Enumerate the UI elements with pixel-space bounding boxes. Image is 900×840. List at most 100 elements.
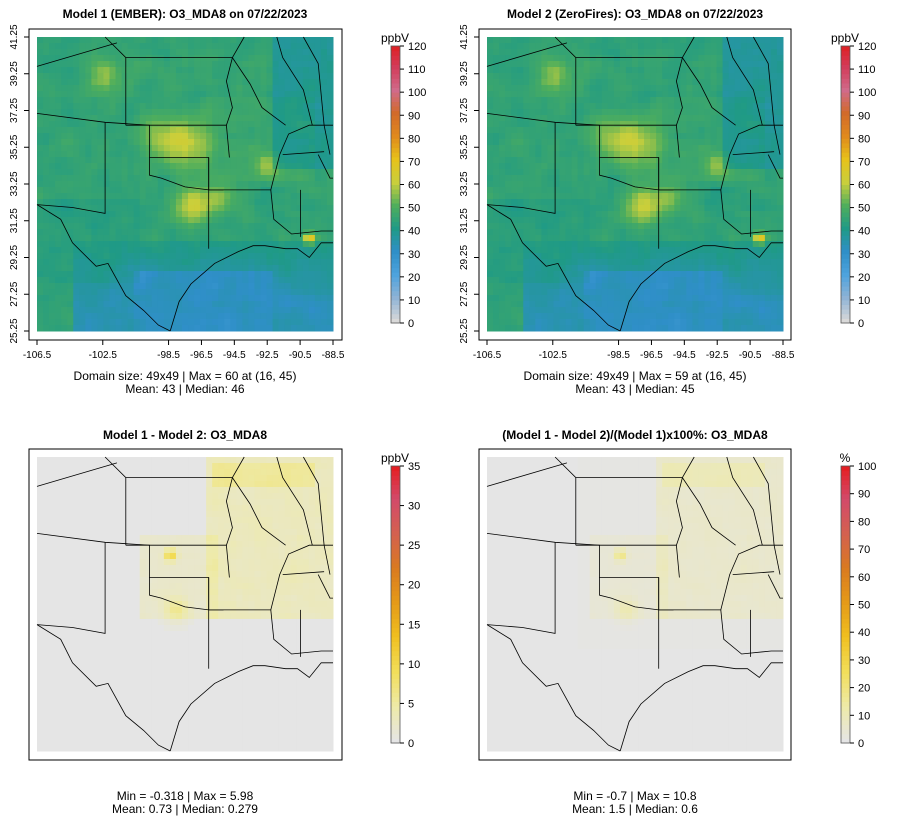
heat-cell <box>589 163 597 170</box>
heat-cell <box>296 319 304 326</box>
heat-cell <box>529 259 536 266</box>
heat-cell <box>776 127 784 134</box>
heat-cell <box>230 37 237 44</box>
heat-cell <box>607 301 615 308</box>
heat-cell <box>314 127 322 134</box>
heat-cell <box>752 79 760 86</box>
heat-cell <box>55 79 62 86</box>
heat-cell <box>589 259 597 266</box>
heat-cell <box>230 127 237 134</box>
heat-cell <box>625 205 633 212</box>
heat-cell <box>91 277 98 284</box>
heat-cell <box>260 295 268 302</box>
heat-cell <box>236 97 243 104</box>
heat-cell <box>91 97 98 104</box>
heat-cell <box>619 145 627 152</box>
heat-cell <box>109 169 117 176</box>
heat-cell <box>511 157 518 164</box>
heat-cell <box>308 145 316 152</box>
heat-cell <box>163 223 171 230</box>
heat-cell <box>163 169 171 176</box>
heat-cell <box>625 181 633 188</box>
heat-cell <box>704 235 712 242</box>
heat-cell <box>218 241 225 248</box>
heat-cell <box>565 55 573 62</box>
heat-cell <box>49 319 56 326</box>
heat-cell <box>79 211 86 218</box>
heat-cell <box>770 253 778 260</box>
heat-cell <box>680 97 687 104</box>
heat-cell <box>680 49 687 56</box>
heat-cell <box>776 247 784 254</box>
heat-cell <box>607 145 615 152</box>
heat-cell <box>266 313 274 320</box>
heat-cell <box>583 61 591 68</box>
heat-cell <box>692 265 699 272</box>
heat-cell <box>487 223 494 230</box>
heat-cell <box>547 307 554 314</box>
heat-cell <box>194 205 201 212</box>
heat-cell <box>571 55 579 62</box>
heat-cell <box>656 163 663 170</box>
heat-cell <box>49 97 56 104</box>
heat-cell <box>139 157 147 164</box>
heat-cell <box>734 115 742 122</box>
heat-cell <box>662 91 669 98</box>
heat-cell <box>133 49 141 56</box>
heat-cell <box>493 103 500 110</box>
heat-cell <box>61 85 68 92</box>
heat-cell <box>85 199 92 206</box>
heat-cell <box>224 157 231 164</box>
heat-cell <box>212 157 219 164</box>
heat-cell <box>493 229 500 236</box>
heat-cell <box>728 211 736 218</box>
heat-cell <box>776 265 784 272</box>
heat-cell <box>529 241 536 248</box>
heat-cell <box>770 199 778 206</box>
heat-cell <box>121 301 129 308</box>
heat-cell <box>511 73 518 80</box>
heat-cell <box>607 217 615 224</box>
heat-cell <box>194 97 201 104</box>
heat-cell <box>631 151 639 158</box>
heat-cell <box>499 121 506 128</box>
heat-cell <box>133 319 141 326</box>
heat-cell <box>109 223 117 230</box>
heat-cell <box>194 265 201 272</box>
heat-cell <box>607 307 615 314</box>
heat-cell <box>320 253 328 260</box>
heat-cell <box>49 55 56 62</box>
state-border <box>276 36 313 126</box>
heat-cell <box>535 265 542 272</box>
heat-cell <box>308 163 316 170</box>
heat-cell <box>692 175 699 182</box>
heat-cell <box>674 241 681 248</box>
heat-cell <box>284 49 292 56</box>
heat-cell <box>67 145 74 152</box>
heat-cell <box>139 211 147 218</box>
heat-cell <box>151 211 159 218</box>
heat-cell <box>559 253 567 260</box>
heat-cell <box>157 133 165 140</box>
heat-cell <box>776 319 784 326</box>
colorbar-segment <box>391 239 400 246</box>
heat-cell <box>680 145 687 152</box>
heat-cell <box>157 73 165 80</box>
heat-cell <box>248 37 255 44</box>
heat-cell <box>85 253 92 260</box>
heat-cell <box>145 139 153 146</box>
heat-cell <box>607 283 615 290</box>
heat-cell <box>523 151 530 158</box>
heat-cell <box>716 211 724 218</box>
heat-cell <box>139 175 147 182</box>
heat-cell <box>529 49 536 56</box>
heat-cell <box>583 187 591 194</box>
heat-cell <box>230 139 237 146</box>
heat-cell <box>547 247 554 254</box>
heat-cell <box>109 103 117 110</box>
heat-cell <box>218 265 225 272</box>
heat-cell <box>320 313 328 320</box>
heat-cell <box>740 193 748 200</box>
heat-cell <box>607 205 615 212</box>
heat-cell <box>163 283 171 290</box>
